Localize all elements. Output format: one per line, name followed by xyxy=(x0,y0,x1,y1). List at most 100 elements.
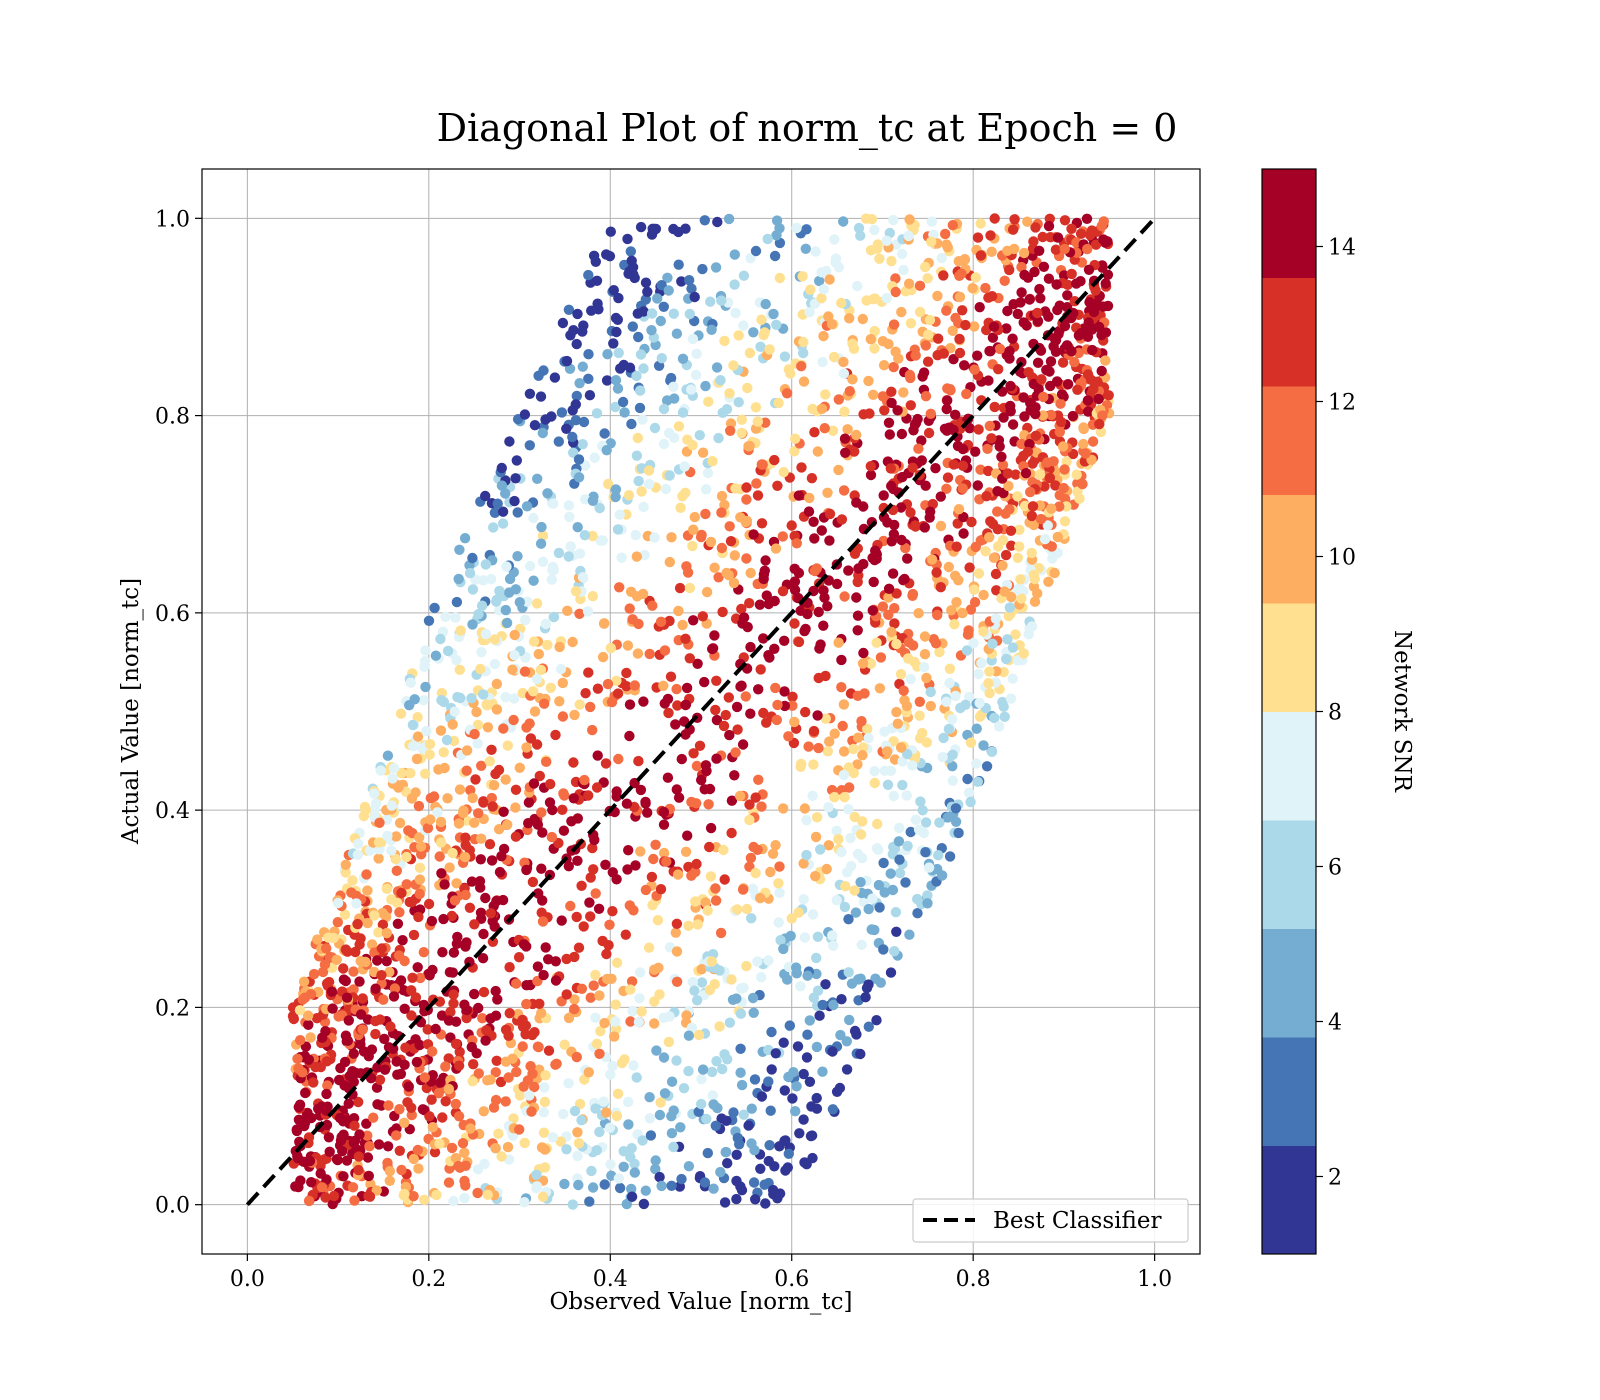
scatter-point xyxy=(1053,329,1064,340)
scatter-point xyxy=(531,673,543,685)
scatter-point xyxy=(803,741,814,752)
scatter-point xyxy=(853,222,865,234)
scatter-point xyxy=(558,825,570,836)
scatter-point xyxy=(778,1037,789,1048)
scatter-point xyxy=(379,1033,390,1045)
scatter-point xyxy=(893,836,905,847)
scatter-point xyxy=(922,890,933,901)
scatter-point xyxy=(828,351,840,363)
scatter-point xyxy=(469,919,480,930)
scatter-point xyxy=(736,1079,748,1091)
scatter-point xyxy=(848,743,859,755)
scatter-point xyxy=(673,605,684,617)
scatter-point xyxy=(514,1124,525,1135)
scatter-point xyxy=(466,1041,477,1053)
scatter-point xyxy=(443,1177,455,1188)
scatter-point xyxy=(828,999,839,1011)
scatter-point xyxy=(625,586,637,597)
scatter-point xyxy=(576,1115,587,1126)
scatter-point xyxy=(366,1044,378,1055)
scatter-point xyxy=(1032,307,1043,319)
scatter-point xyxy=(680,487,691,498)
scatter-point xyxy=(898,264,909,276)
scatter-point xyxy=(602,678,614,690)
scatter-point xyxy=(570,586,582,597)
scatter-point xyxy=(839,792,850,803)
scatter-point xyxy=(853,974,864,985)
scatter-point xyxy=(308,1077,319,1088)
scatter-point xyxy=(807,1152,818,1164)
scatter-point xyxy=(550,1059,561,1070)
scatter-point xyxy=(910,350,921,361)
scatter-point xyxy=(626,1183,637,1195)
scatter-point xyxy=(803,506,815,517)
scatter-point xyxy=(1045,232,1056,243)
scatter-point xyxy=(689,511,700,523)
scatter-point xyxy=(699,215,710,226)
scatter-point xyxy=(804,492,815,504)
scatter-point xyxy=(737,884,749,895)
x-tick-label: 0.6 xyxy=(774,1267,809,1292)
scatter-point xyxy=(787,691,798,702)
scatter-point xyxy=(486,855,498,866)
scatter-point xyxy=(406,1102,417,1114)
scatter-point xyxy=(1029,596,1041,607)
scatter-point xyxy=(440,1061,451,1072)
scatter-point xyxy=(531,1181,543,1192)
scatter-point xyxy=(487,936,499,947)
scatter-point xyxy=(327,1003,338,1014)
scatter-point xyxy=(953,575,964,586)
scatter-point xyxy=(882,779,894,790)
scatter-point xyxy=(426,915,438,927)
scatter-point xyxy=(531,598,543,609)
scatter-point xyxy=(496,851,507,862)
scatter-point xyxy=(621,798,633,809)
scatter-point xyxy=(844,1014,855,1026)
scatter-point xyxy=(469,817,480,828)
scatter-point xyxy=(489,634,501,645)
scatter-point xyxy=(724,521,735,532)
scatter-point xyxy=(900,877,911,888)
scatter-point xyxy=(871,1015,882,1026)
scatter-point xyxy=(1010,629,1021,640)
scatter-point xyxy=(905,673,916,685)
scatter-point xyxy=(697,263,708,275)
scatter-point xyxy=(848,343,860,354)
scatter-point xyxy=(1082,395,1094,406)
scatter-point xyxy=(754,599,766,610)
scatter-point xyxy=(460,941,471,952)
scatter-point xyxy=(594,1048,605,1060)
scatter-point xyxy=(809,427,820,438)
colorbar-segment xyxy=(1262,711,1316,821)
scatter-point xyxy=(771,215,783,226)
scatter-point xyxy=(603,478,614,490)
scatter-point xyxy=(1052,232,1064,243)
scatter-point xyxy=(548,611,560,623)
scatter-point xyxy=(540,618,552,630)
scatter-point xyxy=(711,714,723,726)
scatter-point xyxy=(415,841,427,852)
scatter-point xyxy=(670,927,681,938)
scatter-point xyxy=(1039,481,1050,492)
scatter-point xyxy=(791,968,802,979)
scatter-point xyxy=(450,612,461,623)
scatter-point xyxy=(963,787,975,798)
scatter-point xyxy=(901,790,912,801)
scatter-point xyxy=(1039,533,1051,545)
scatter-point xyxy=(624,730,635,742)
scatter-point xyxy=(500,488,511,499)
scatter-point xyxy=(1024,438,1035,450)
scatter-point xyxy=(447,847,458,859)
scatter-point xyxy=(890,273,901,284)
scatter-point xyxy=(446,910,458,922)
scatter-point xyxy=(606,696,618,708)
scatter-point xyxy=(885,463,896,474)
scatter-point xyxy=(461,765,472,776)
scatter-point xyxy=(605,642,616,654)
scatter-point xyxy=(869,777,880,789)
scatter-point xyxy=(1001,653,1012,665)
scatter-point xyxy=(476,833,487,844)
scatter-point xyxy=(970,446,981,457)
scatter-point xyxy=(473,609,484,620)
scatter-point xyxy=(647,600,658,611)
